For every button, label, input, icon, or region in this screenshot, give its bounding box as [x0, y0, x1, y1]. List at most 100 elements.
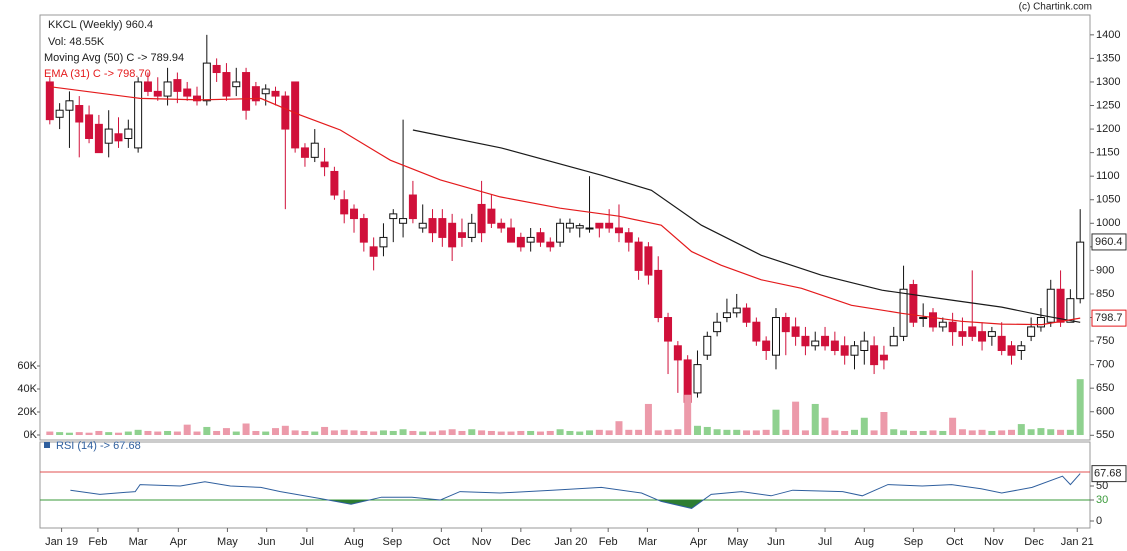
x-tick-label: Oct: [946, 536, 963, 548]
x-tick-label: Oct: [433, 536, 450, 548]
volume-bar: [615, 421, 623, 435]
candle-body: [673, 345, 682, 361]
candle-body: [978, 331, 987, 342]
volume-bar: [340, 429, 348, 435]
candle-body: [919, 317, 928, 320]
candle-body: [340, 199, 349, 215]
candle-body: [850, 345, 859, 356]
y-tick-label: 550: [1096, 429, 1114, 441]
volume-bar: [831, 430, 839, 435]
candle-body: [771, 317, 780, 356]
candle-body: [830, 340, 839, 351]
volume-bar: [360, 430, 368, 435]
volume-bar: [870, 430, 878, 435]
candle-body: [310, 142, 319, 158]
volume-bar: [183, 424, 191, 435]
volume-bar: [684, 394, 692, 435]
volume-bar: [811, 403, 819, 435]
volume-bar: [301, 430, 309, 435]
candle-body: [94, 123, 103, 154]
candle-body: [614, 227, 623, 234]
volume-bar: [429, 431, 437, 435]
x-tick-label: Dec: [511, 536, 531, 548]
volume-bar: [193, 431, 201, 435]
volume-bar: [929, 430, 937, 435]
volume-bar: [173, 431, 181, 435]
candle-body: [556, 222, 565, 243]
x-tick-label: Jun: [767, 536, 785, 548]
candle-body: [261, 88, 270, 95]
volume-bar: [321, 426, 329, 435]
y-tick-label: 1400: [1096, 29, 1120, 41]
x-tick-label: Mar: [638, 536, 657, 548]
volume-bar: [644, 403, 652, 435]
candle-body: [703, 335, 712, 356]
candle-body: [55, 109, 64, 118]
volume-bar: [468, 429, 476, 435]
volume-bar: [1007, 429, 1015, 435]
chart-title: KKCL (Weekly) 960.4: [48, 19, 153, 31]
volume-bar: [291, 430, 299, 435]
volume-bar: [213, 430, 221, 435]
candle-body: [654, 269, 663, 319]
volume-bar: [46, 431, 54, 435]
volume-tick-label: 20K: [17, 406, 37, 418]
candle-body: [1007, 345, 1016, 356]
volume-bar: [497, 431, 505, 435]
legend-entry: Moving Avg (50) C -> 789.94: [44, 52, 184, 64]
volume-bar: [95, 430, 103, 435]
candle-body: [997, 335, 1006, 351]
volume-bar: [1017, 424, 1025, 435]
volume-bar: [252, 430, 260, 435]
volume-bar: [635, 429, 643, 435]
y-tick-label: 1300: [1096, 76, 1120, 88]
last-value-box: [1091, 233, 1127, 251]
candle-body: [1046, 288, 1055, 323]
volume-bar: [556, 429, 564, 435]
moving-average-line: [49, 86, 1081, 326]
volume-bar: [350, 430, 358, 435]
volume-tick-label: 60K: [17, 360, 37, 372]
y-tick-label: 750: [1096, 335, 1114, 347]
candle-body: [507, 227, 516, 243]
volume-bar: [115, 432, 123, 435]
candle-body: [811, 340, 820, 347]
volume-bar: [576, 431, 584, 435]
volume-bar: [792, 401, 800, 435]
volume-bar: [703, 426, 711, 435]
candle-body: [467, 222, 476, 238]
candle-body: [330, 170, 339, 196]
candle-body: [232, 81, 241, 88]
volume-bar: [1057, 429, 1065, 435]
y-tick-label: 650: [1096, 382, 1114, 394]
y-tick-label: 600: [1096, 406, 1114, 418]
volume-bar: [1076, 379, 1084, 435]
candle-body: [222, 72, 231, 97]
candle-body: [928, 312, 937, 328]
candle-body: [457, 232, 466, 238]
x-tick-label: Feb: [599, 536, 618, 548]
candle-body: [399, 218, 408, 224]
rsi-line: [70, 473, 1081, 509]
candle-body: [821, 335, 830, 347]
volume-bar: [978, 429, 986, 435]
candle-body: [369, 246, 378, 257]
candle-body: [664, 317, 673, 342]
y-tick-label: 1250: [1096, 99, 1120, 111]
volume-bar: [134, 429, 142, 435]
rsi-legend: RSI (14) -> 67.68: [56, 440, 141, 452]
volume-bar: [144, 430, 152, 435]
candle-body: [85, 114, 94, 139]
volume-bar: [507, 431, 515, 435]
volume-bar: [880, 412, 888, 435]
candle-body: [526, 236, 535, 243]
volume-bar: [536, 431, 544, 435]
candle-body: [163, 81, 172, 97]
volume-bar: [311, 431, 319, 435]
volume-bar: [733, 429, 741, 435]
x-tick-label: Jan 19: [45, 536, 78, 548]
volume-bar: [419, 431, 427, 435]
candle-body: [595, 222, 604, 229]
oversold-fill: [70, 500, 1081, 509]
y-tick-label: 850: [1096, 288, 1114, 300]
